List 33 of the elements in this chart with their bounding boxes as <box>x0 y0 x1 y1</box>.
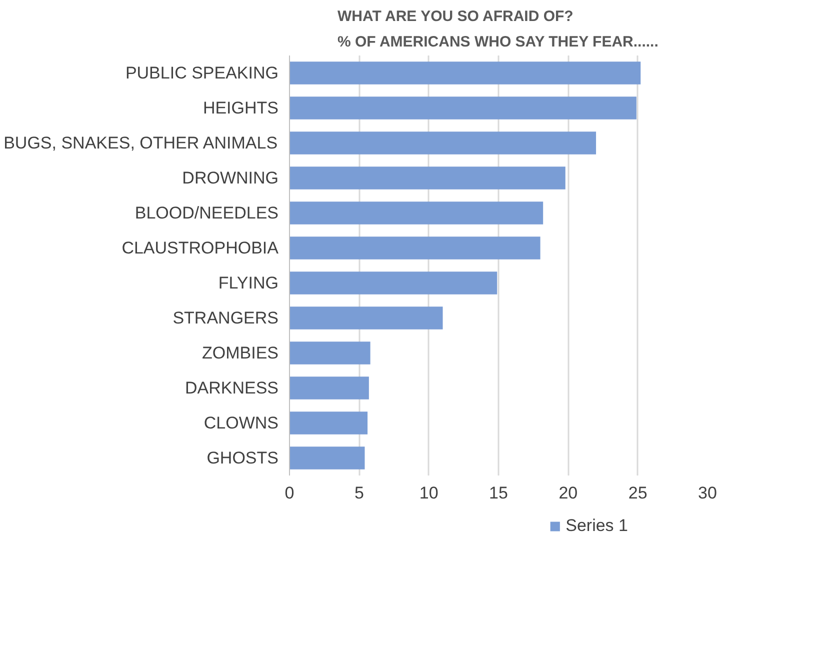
bar <box>290 376 369 400</box>
y-tick-label: STRANGERS <box>172 308 279 328</box>
y-tick-label: PUBLIC SPEAKING <box>125 64 279 82</box>
x-tick-label: 0 <box>284 484 294 502</box>
y-tick-label: ZOMBIES <box>202 344 279 362</box>
bar <box>290 202 544 224</box>
y-tick-label: BLOOD/NEEDLES <box>134 204 279 222</box>
bar <box>290 272 498 294</box>
legend-label: Series 1 <box>566 516 628 536</box>
y-tick-label: CLOWNS <box>204 414 279 432</box>
bar <box>290 166 566 190</box>
y-tick-label: DROWNING <box>182 168 279 188</box>
x-tick-label: 5 <box>354 484 364 502</box>
x-tick-label: 15 <box>489 484 508 502</box>
bar <box>290 306 443 330</box>
bar <box>290 132 596 154</box>
bar <box>290 446 365 470</box>
x-tick-label: 25 <box>628 484 648 502</box>
y-tick-label: HEIGHTS <box>202 98 278 118</box>
x-tick-label: 10 <box>419 484 438 502</box>
bar <box>290 62 641 84</box>
y-tick-label: FLYING <box>218 274 278 292</box>
bar <box>290 342 370 364</box>
bar <box>290 96 636 120</box>
x-tick-label: 30 <box>698 484 717 502</box>
y-tick-label: CLAUSTROPHOBIA <box>122 238 280 258</box>
y-tick-label: DARKNESS <box>184 378 279 398</box>
x-tick-label: 20 <box>558 484 578 502</box>
y-tick-label: BUGS, SNAKES, OTHER ANIMALS <box>4 134 278 152</box>
bar <box>290 236 540 260</box>
chart-title: WHAT ARE YOU SO AFRAID OF? % OF AMERICANS WHO SAY THEY FEAR...... <box>338 8 658 50</box>
y-tick-label: GHOSTS <box>206 448 279 468</box>
bar <box>290 412 368 434</box>
